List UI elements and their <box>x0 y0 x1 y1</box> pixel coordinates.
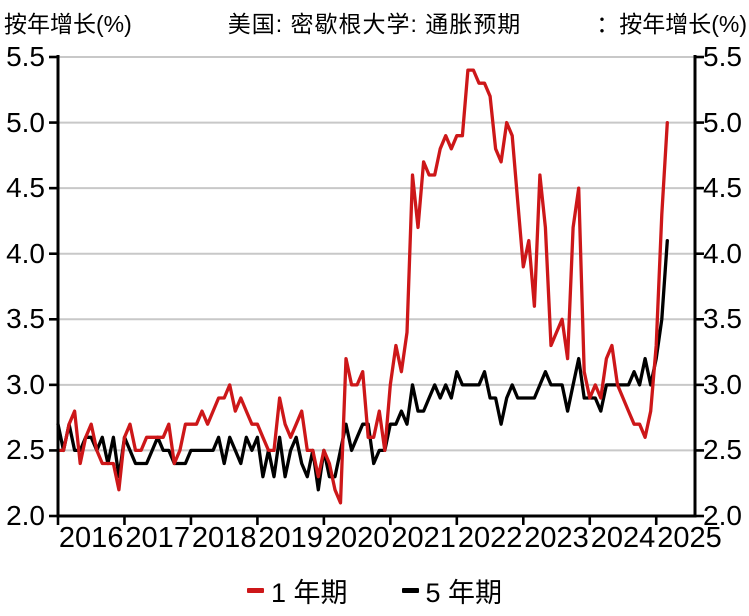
x-tick-label: 2019 <box>258 522 323 554</box>
title-colon-mark: ： <box>596 11 620 37</box>
series-1-year-line <box>56 68 669 505</box>
y-tick-label-right: 4.5 <box>703 172 742 204</box>
legend-swatch-1-year-icon <box>246 588 264 593</box>
y-tick-label-right: 3.5 <box>703 303 742 335</box>
x-tick-label: 2016 <box>58 522 124 554</box>
y-tick-label-left: 3.5 <box>6 303 45 335</box>
x-tick-label: 2017 <box>125 522 190 554</box>
y-tick-label-left: 3.0 <box>6 368 45 400</box>
legend: 1 年期 5 年期 <box>0 571 749 610</box>
chart-header: 按年增长(%) 美国: 密歇根大学: 通胀预期 ：按年增长(%) <box>0 9 749 41</box>
legend-label-5-year: 5 年期 <box>425 578 503 608</box>
y-axis-unit-right: ：按年增长(%) <box>596 9 747 39</box>
y-tick-label-right: 3.0 <box>703 368 742 400</box>
legend-item-1-year: 1 年期 <box>246 571 348 610</box>
x-tick-label: 2020 <box>324 522 390 554</box>
y-tick-label-left: 5.5 <box>6 41 45 72</box>
y-axis-unit-left: 按年增长(%) <box>4 11 132 37</box>
legend-label-1-year: 1 年期 <box>270 578 348 608</box>
x-tick-label: 2023 <box>524 522 589 554</box>
y-tick-label-right: 4.0 <box>703 237 742 269</box>
x-tick-label: 2018 <box>191 522 257 554</box>
chart-title: 美国: 密歇根大学: 通胀预期 <box>227 11 522 37</box>
x-tick-label: 2025 <box>657 522 722 554</box>
x-tick-label: 2021 <box>391 522 456 554</box>
y-axis-unit-right-label: 按年增长(%) <box>619 11 747 37</box>
legend-item-5-year: 5 年期 <box>401 571 503 610</box>
y-tick-label-left: 4.0 <box>6 237 45 269</box>
y-tick-label-left: 2.5 <box>6 434 45 466</box>
legend-swatch-5-year-icon <box>401 588 419 593</box>
y-tick-label-right: 2.5 <box>703 434 742 466</box>
y-tick-label-right: 2.0 <box>703 500 742 531</box>
x-tick-label: 2022 <box>457 522 523 554</box>
y-tick-label-left: 5.0 <box>6 106 45 138</box>
y-tick-label-right: 5.0 <box>703 106 742 138</box>
x-tick-label: 2024 <box>590 522 656 554</box>
y-tick-label-right: 5.5 <box>703 41 742 72</box>
y-tick-label-left: 2.0 <box>6 500 45 531</box>
series-5-year-line <box>56 238 669 492</box>
y-tick-label-left: 4.5 <box>6 172 45 204</box>
